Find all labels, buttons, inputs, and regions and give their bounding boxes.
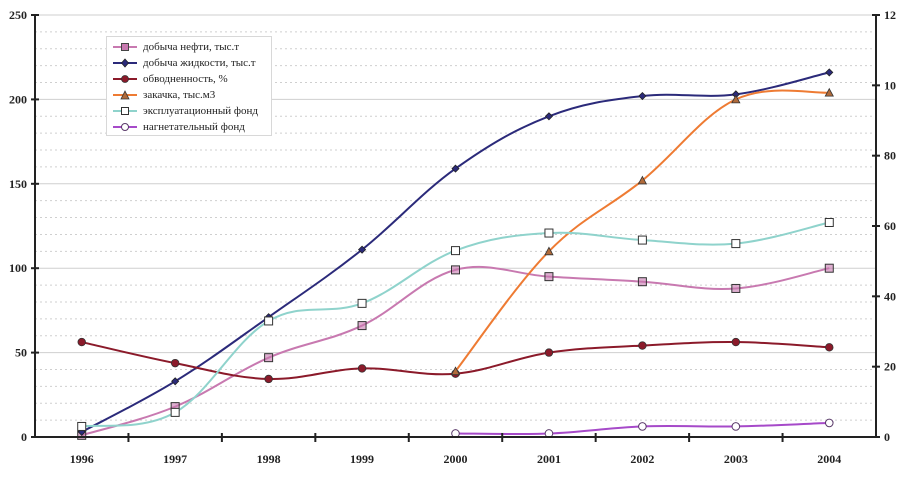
legend-swatch-watercut-icon <box>113 75 137 83</box>
y-tick-label: 0 <box>21 430 27 444</box>
legend-label: добыча нефти, тыс.т <box>143 41 240 53</box>
data-point <box>357 364 367 373</box>
y2-tick-label: 80 <box>884 149 896 163</box>
data-point <box>731 422 741 431</box>
data-point <box>731 337 741 347</box>
y-tick-label: 50 <box>15 346 27 360</box>
y2-tick-label: 40 <box>884 289 896 303</box>
data-point <box>544 228 554 238</box>
series-2 <box>77 337 834 384</box>
y-tick-label: 150 <box>9 177 27 191</box>
data-point <box>451 246 460 256</box>
y-tick-label: 200 <box>9 92 27 106</box>
legend-swatch-injection-wells-icon <box>113 123 137 131</box>
data-point <box>357 298 367 308</box>
x-tick-label: 2001 <box>537 452 561 466</box>
x-tick-label: 2000 <box>444 452 468 466</box>
legend-swatch-oil-icon <box>113 43 137 51</box>
legend-swatch-production-wells-icon <box>113 107 137 115</box>
data-point <box>824 217 834 227</box>
gridlines <box>35 14 876 421</box>
data-point <box>825 68 834 77</box>
data-point <box>544 246 554 256</box>
legend-item: закачка, тыс.м3 <box>113 87 215 103</box>
series-line <box>81 71 830 433</box>
x-tick-label: 2003 <box>724 452 748 466</box>
data-point <box>825 343 834 352</box>
series-4 <box>77 217 834 431</box>
x-tick-label: 1996 <box>70 452 94 466</box>
data-point <box>451 164 460 173</box>
y2-tick-labels: 0 20 40 60 80 10 12 <box>884 8 896 444</box>
series-5 <box>451 418 834 438</box>
legend: добыча нефти, тыс.т добыча жидкости, тыс… <box>106 36 272 136</box>
x-tick-label: 1997 <box>163 452 187 466</box>
legend-label: закачка, тыс.м3 <box>143 89 216 101</box>
y2-tick-label: 12 <box>884 8 896 22</box>
data-point <box>264 316 274 326</box>
data-point <box>170 407 180 417</box>
x-tick-label: 2004 <box>817 452 841 466</box>
data-point <box>824 263 834 273</box>
data-point <box>824 87 834 97</box>
legend-item: обводненность, % <box>113 71 228 87</box>
data-point <box>264 353 274 363</box>
data-point <box>638 91 647 101</box>
y-tick-label: 250 <box>9 8 27 22</box>
data-point <box>171 377 180 386</box>
x-tick-label: 1998 <box>257 452 281 466</box>
ticks <box>31 14 880 442</box>
data-point <box>824 418 834 428</box>
data-point <box>731 239 741 249</box>
data-point <box>450 366 461 376</box>
legend-label: добыча жидкости, тыс.т <box>143 57 256 69</box>
y-tick-label: 100 <box>9 261 27 275</box>
y2-tick-label: 20 <box>884 360 896 374</box>
data-point <box>77 421 87 431</box>
data-point <box>544 112 554 121</box>
legend-label: нагнетательный фонд <box>143 121 245 133</box>
x-tick-label: 1999 <box>350 452 374 466</box>
legend-item: нагнетательный фонд <box>113 119 245 135</box>
legend-swatch-liquid-icon <box>113 58 137 68</box>
series-3 <box>450 87 834 376</box>
data-point <box>731 94 741 104</box>
x-tick-label: 2002 <box>630 452 654 466</box>
legend-label: обводненность, % <box>143 73 228 85</box>
y2-tick-label: 10 <box>884 78 896 92</box>
legend-item: добыча жидкости, тыс.т <box>113 55 256 71</box>
legend-item: добыча нефти, тыс.т <box>113 39 239 55</box>
data-point <box>544 348 554 357</box>
data-point <box>637 235 647 245</box>
data-point <box>637 175 648 185</box>
y2-tick-label: 60 <box>884 219 896 233</box>
data-point <box>731 283 741 293</box>
y-tick-labels: 0 50 100 150 200 250 <box>9 8 27 444</box>
legend-swatch-injection-icon <box>113 90 137 100</box>
data-point <box>638 422 647 431</box>
series-line <box>81 266 830 437</box>
data-point <box>544 272 554 282</box>
y2-tick-label: 0 <box>884 430 890 444</box>
data-point <box>451 265 460 275</box>
legend-item: эксплуатационный фонд <box>113 103 258 119</box>
data-point <box>77 337 86 347</box>
series-layer <box>77 68 834 440</box>
data-point <box>357 245 367 254</box>
x-tick-labels: 1996 1997 1998 1999 2000 2001 2002 2003 2004 <box>70 452 842 466</box>
data-point <box>637 277 647 287</box>
data-point <box>264 374 273 384</box>
legend-label: эксплуатационный фонд <box>143 105 259 117</box>
series-line <box>81 221 830 428</box>
data-point <box>638 341 647 350</box>
data-point <box>170 358 180 368</box>
data-point <box>357 321 367 331</box>
series-0 <box>77 263 834 440</box>
